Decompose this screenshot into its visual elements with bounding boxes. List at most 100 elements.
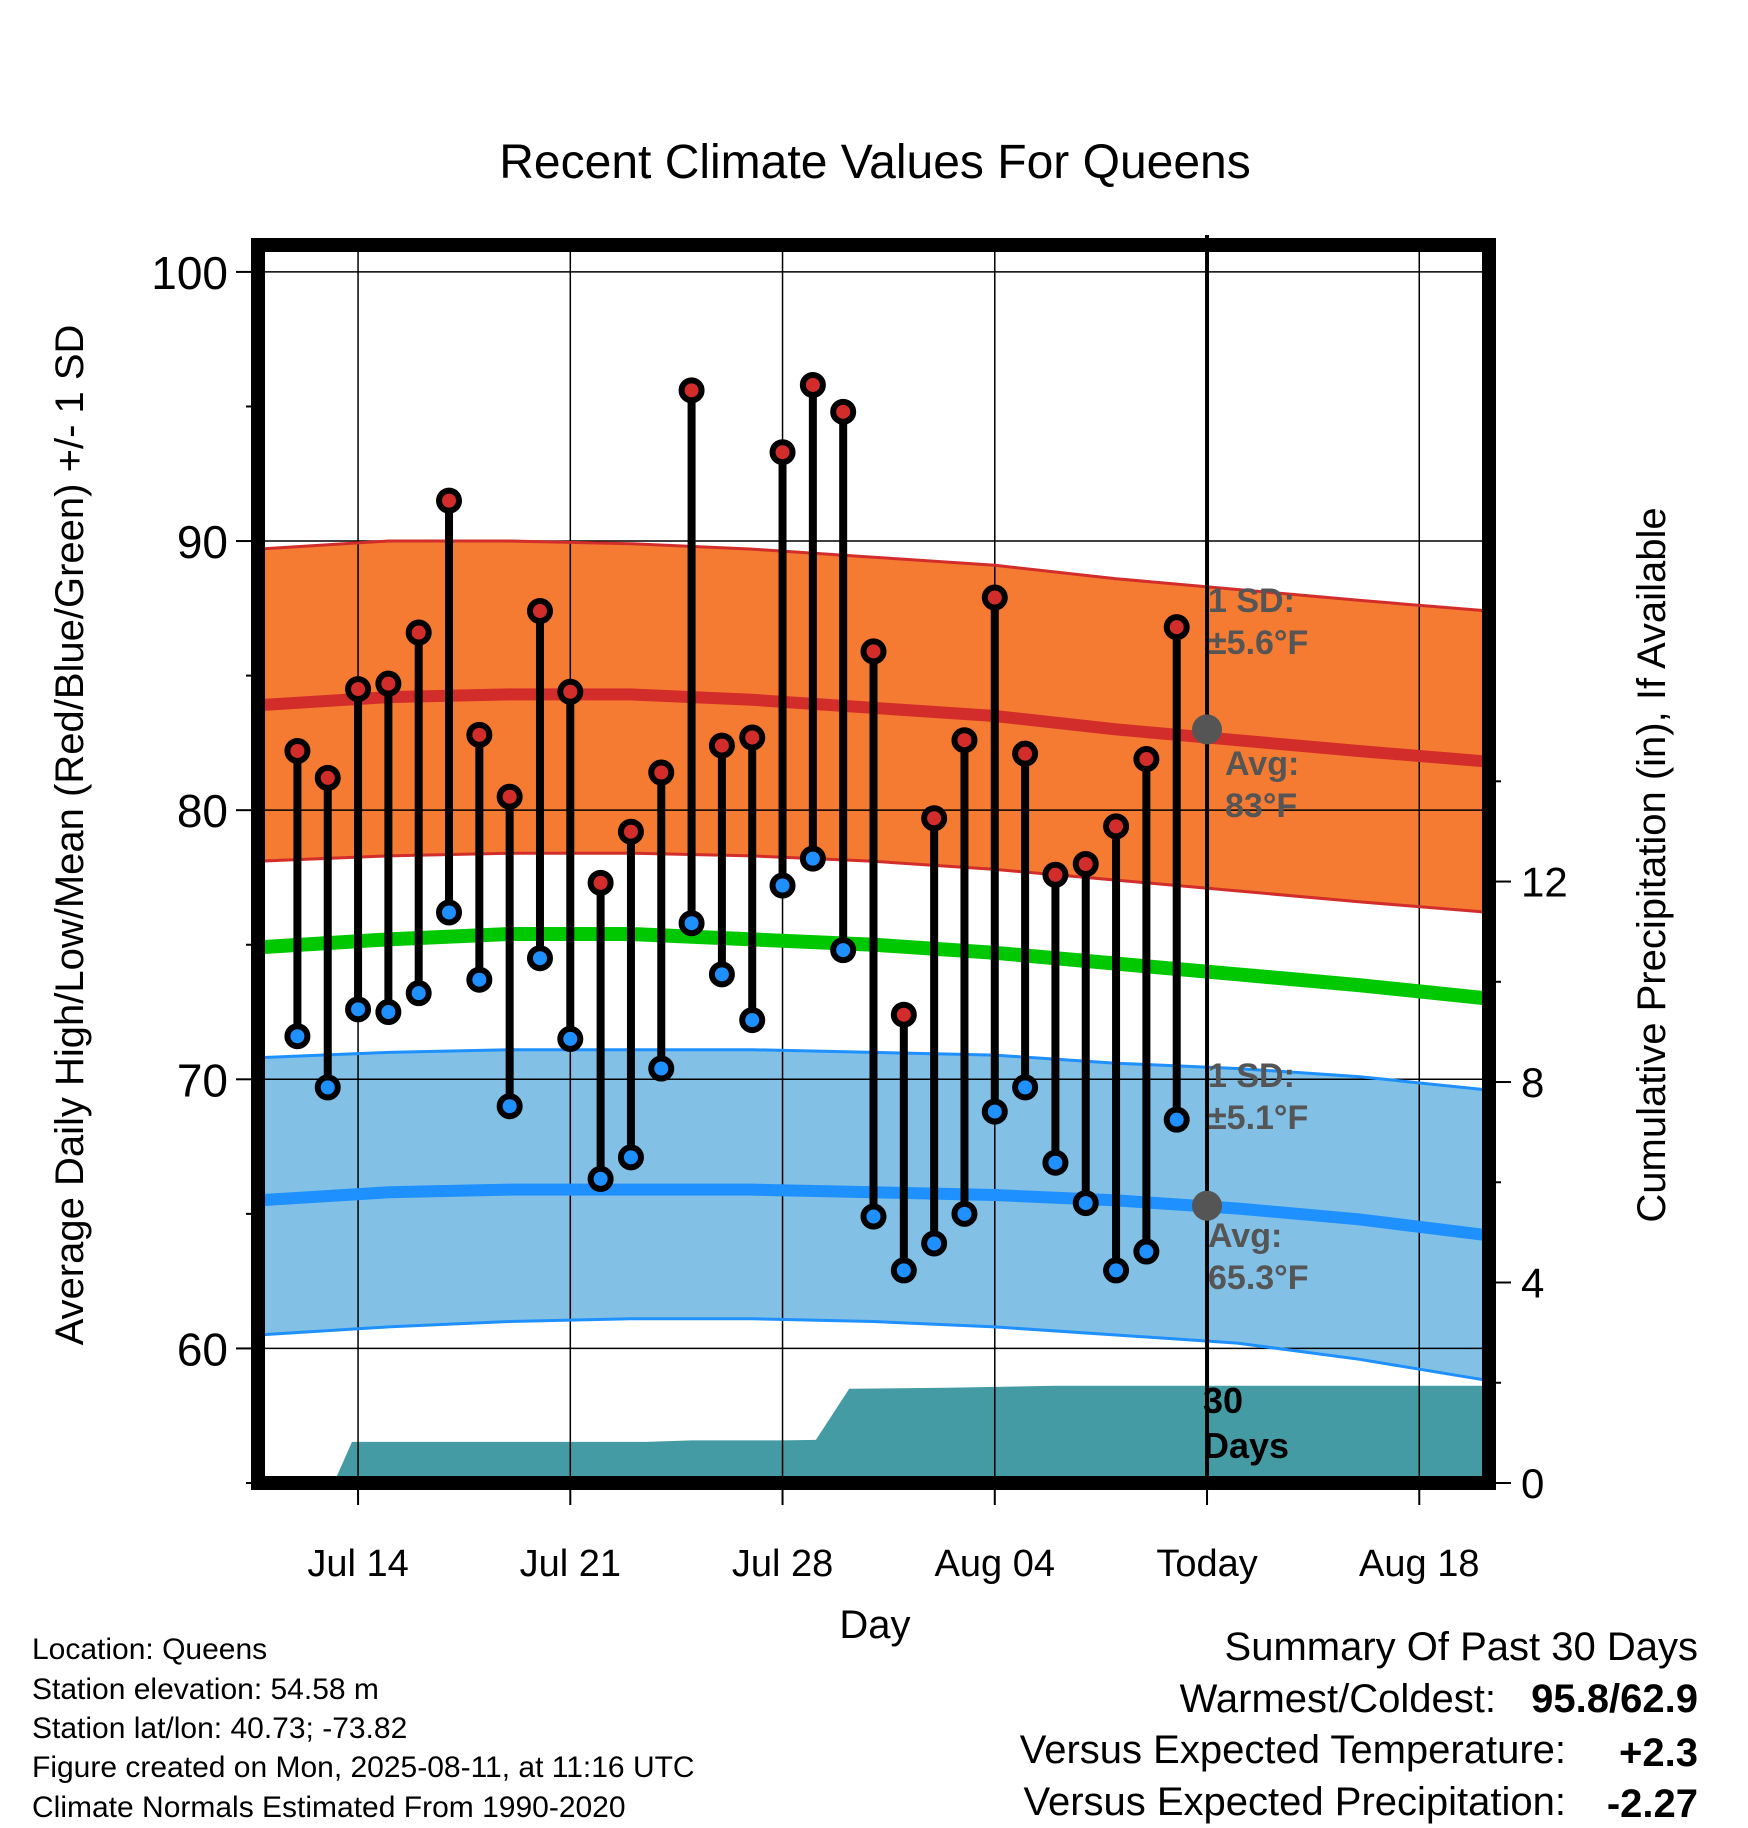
plot-area: 1 SD: ±5.6°F Avg: 83°F 1 SD: ±5.1°F Avg: 65.3°F…	[151, 235, 1568, 1585]
days-count: 30	[1203, 1380, 1243, 1421]
daily-high-point	[860, 638, 887, 665]
daily-low-point	[708, 961, 735, 988]
chart-title: Recent Climate Values For Queens	[499, 136, 1250, 189]
high-sd-label: 1 SD:	[1208, 582, 1295, 620]
summary-precip-label: Versus Expected Precipitation:	[1023, 1780, 1566, 1824]
x-axis-label: Day	[839, 1603, 910, 1647]
daily-high-point	[557, 678, 584, 705]
daily-high-point	[981, 584, 1008, 611]
daily-low-point	[799, 845, 826, 872]
high-upper-line	[257, 539, 1490, 613]
x-tick-label: Jul 28	[732, 1543, 833, 1585]
daily-low-point	[284, 1023, 311, 1050]
info-normals: Climate Normals Estimated From 1990-2020	[32, 1791, 626, 1824]
y2-tick-label: 12	[1521, 859, 1568, 906]
low-avg-value: 65.3°F	[1208, 1259, 1309, 1297]
daily-low-point	[951, 1200, 978, 1227]
high-avg-value: 83°F	[1225, 787, 1297, 825]
daily-low-point	[617, 1144, 644, 1171]
daily-high-point	[648, 759, 675, 786]
y2-tick-label: 4	[1521, 1260, 1544, 1307]
summary-panel: Summary Of Past 30 Days Warmest/Coldest:…	[1020, 1625, 1698, 1826]
precip-area	[258, 1385, 1489, 1483]
low-lower-line	[257, 1317, 1490, 1383]
x-tick-label: Jul 14	[307, 1543, 408, 1585]
daily-high-point	[587, 869, 614, 896]
daily-high-point	[284, 737, 311, 764]
daily-low-point	[860, 1203, 887, 1230]
daily-low-point	[1012, 1074, 1039, 1101]
daily-low-point	[496, 1093, 523, 1120]
daily-low-point	[1072, 1190, 1099, 1217]
y-tick-label: 60	[177, 1323, 228, 1375]
daily-low-point	[648, 1055, 675, 1082]
daily-low-point	[436, 899, 463, 926]
daily-low-point	[1042, 1149, 1069, 1176]
daily-high-point	[739, 724, 766, 751]
summary-warmest-label: Warmest/Coldest:	[1180, 1677, 1496, 1721]
daily-high-point	[1163, 614, 1190, 641]
summary-title: Summary Of Past 30 Days	[1225, 1625, 1698, 1669]
x-tick-label: Jul 21	[520, 1543, 621, 1585]
y-tick-label: 90	[177, 516, 228, 568]
x-tick-label: Aug 18	[1359, 1543, 1479, 1585]
daily-high-point	[526, 598, 553, 625]
daily-low-point	[739, 1007, 766, 1034]
info-created: Figure created on Mon, 2025-08-11, at 11…	[32, 1751, 695, 1784]
summary-temp-value: +2.3	[1619, 1731, 1698, 1775]
daily-high-point	[708, 732, 735, 759]
daily-high-point	[769, 439, 796, 466]
low-sd-value: ±5.1°F	[1208, 1099, 1308, 1137]
daily-low-point	[375, 999, 402, 1026]
daily-low-point	[769, 872, 796, 899]
daily-high-point	[345, 676, 372, 703]
daily-low-point	[466, 966, 493, 993]
daily-low-point	[526, 945, 553, 972]
daily-low-point	[830, 937, 857, 964]
y-tick-label: 80	[177, 785, 228, 837]
daily-high-point	[405, 619, 432, 646]
x-tick-label: Today	[1156, 1543, 1257, 1585]
daily-low-point	[1133, 1238, 1160, 1265]
daily-low-point	[1103, 1257, 1130, 1284]
daily-low-point	[921, 1230, 948, 1257]
y-tick-label: 70	[177, 1054, 228, 1106]
daily-low-point	[587, 1165, 614, 1192]
daily-low-point	[557, 1025, 584, 1052]
daily-high-point	[1072, 851, 1099, 877]
daily-low-point	[314, 1074, 341, 1101]
daily-high-point	[314, 764, 341, 791]
daily-low-point	[678, 910, 705, 937]
y-tick-label: 100	[151, 247, 228, 299]
daily-high-point	[375, 670, 402, 697]
summary-precip-value: -2.27	[1607, 1782, 1698, 1826]
days-label: Days	[1203, 1425, 1289, 1466]
high-sd-value: ±5.6°F	[1208, 624, 1308, 662]
today-high-normal-marker	[1192, 714, 1223, 745]
today-low-normal-marker	[1192, 1190, 1223, 1221]
daily-low-point	[345, 996, 372, 1023]
daily-high-point	[1103, 813, 1130, 840]
plot-frame	[251, 238, 1496, 1490]
daily-high-point	[799, 371, 826, 398]
daily-high-point	[1012, 740, 1039, 767]
daily-high-point	[890, 1001, 917, 1028]
y2-tick-label: 8	[1521, 1059, 1544, 1106]
daily-high-point	[1133, 746, 1160, 773]
low-sd-label: 1 SD:	[1208, 1057, 1295, 1095]
daily-high-point	[921, 805, 948, 832]
daily-low-point	[890, 1257, 917, 1284]
y-axis-label: Average Daily High/Low/Mean (Red/Blue/Gr…	[48, 325, 92, 1346]
daily-high-point	[496, 783, 523, 810]
info-location: Location: Queens	[32, 1633, 267, 1666]
daily-high-point	[678, 377, 705, 404]
daily-low-point	[981, 1098, 1008, 1125]
station-info: Location: Queens Station elevation: 54.5…	[32, 1633, 695, 1824]
daily-high-point	[830, 398, 857, 425]
y2-axis-label: Cumulative Precipitation (in), If Availa…	[1630, 507, 1674, 1222]
daily-high-point	[951, 727, 978, 754]
daily-high-point	[1042, 861, 1069, 888]
summary-temp-label: Versus Expected Temperature:	[1020, 1728, 1566, 1772]
daily-low-point	[1163, 1106, 1190, 1133]
